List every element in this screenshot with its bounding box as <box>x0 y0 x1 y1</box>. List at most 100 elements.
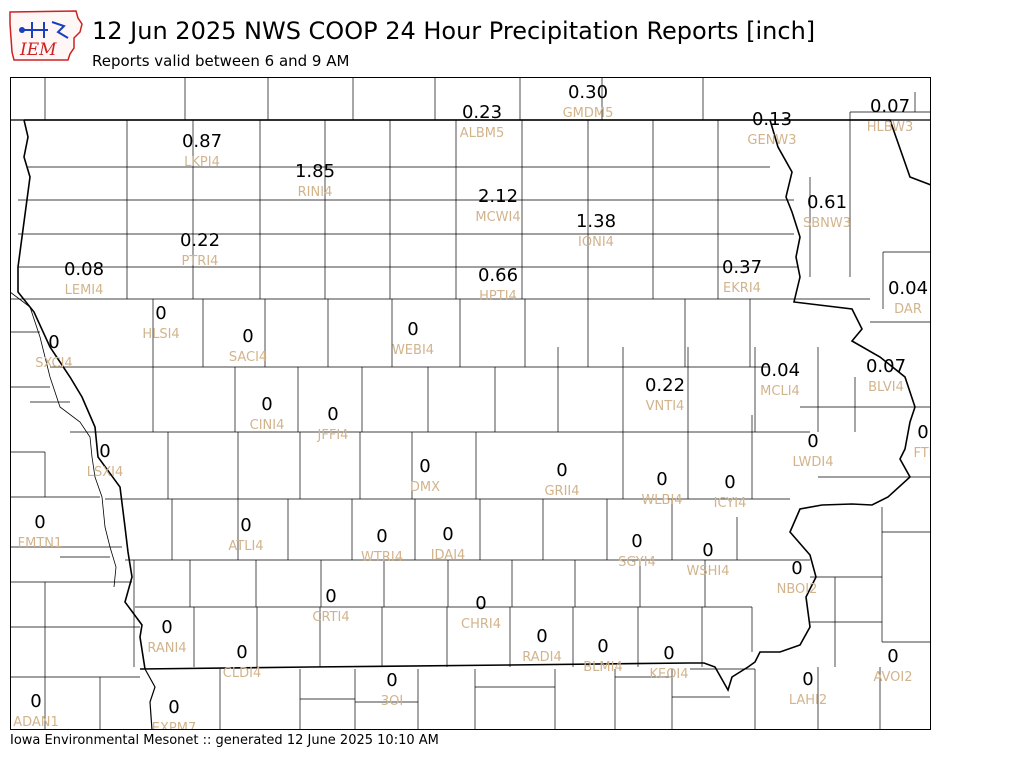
station-marker: 0 ICYI4 <box>714 472 747 511</box>
station-marker: 0.13 GENW3 <box>747 109 796 148</box>
station-id: JFFI4 <box>317 428 349 443</box>
station-value: 0 <box>327 404 338 425</box>
station-id: LEMI4 <box>65 283 104 298</box>
station-id: WTRI4 <box>361 550 403 565</box>
station-id: GRII4 <box>544 484 579 499</box>
station-id: LSXI4 <box>87 465 124 480</box>
station-value: 0 <box>99 441 110 462</box>
station-id: RANI4 <box>147 641 186 656</box>
station-value: 0 <box>656 469 667 490</box>
station-value: 0 <box>261 394 272 415</box>
station-id: GMDM5 <box>563 106 614 121</box>
station-value: 0.13 <box>752 109 792 130</box>
station-value: 0 <box>386 670 397 691</box>
station-value: 0 <box>376 526 387 547</box>
nebraska-boundary <box>10 291 117 588</box>
station-id: ICYI4 <box>714 496 747 511</box>
station-marker: 0.07 BLVI4 <box>866 356 906 395</box>
station-marker: 0.22 PTRI4 <box>180 230 220 269</box>
station-value: 1.85 <box>295 161 335 182</box>
station-value: 0.22 <box>645 375 685 396</box>
map-frame <box>10 77 931 730</box>
station-marker: 2.12 MCWI4 <box>475 186 520 225</box>
station-marker: 0 DMX <box>410 456 440 495</box>
station-id: ATLI4 <box>228 539 263 554</box>
station-id: LKPI4 <box>184 155 220 170</box>
footer-credit: Iowa Environmental Mesonet :: generated … <box>10 733 439 748</box>
station-marker: 0 HLSI4 <box>142 303 179 342</box>
station-marker: 0 SXCI4 <box>35 332 72 371</box>
station-marker: 0 SGYI4 <box>618 531 656 570</box>
station-marker: 0 CLDI4 <box>223 642 261 681</box>
station-marker: 0 RADI4 <box>522 626 562 665</box>
station-id: IDAI4 <box>431 548 466 563</box>
station-marker: 0 WLBI4 <box>641 469 682 508</box>
station-value: 0 <box>807 431 818 452</box>
station-value: 0 <box>325 586 336 607</box>
station-marker: 0 JFFI4 <box>317 404 349 443</box>
station-value: 0 <box>917 422 928 443</box>
station-marker: 0.08 LEMI4 <box>64 259 104 298</box>
station-marker: 1.38 IONI4 <box>576 211 616 250</box>
station-id: 3OI <box>381 694 403 709</box>
station-marker: 0 ADAN1 <box>13 691 59 730</box>
station-marker: 0 CRTI4 <box>312 586 349 625</box>
station-value: 0.66 <box>478 265 518 286</box>
station-id: DAR <box>894 302 922 317</box>
station-id: LAHI2 <box>789 693 827 708</box>
station-value: 0.37 <box>722 257 762 278</box>
county-lines <box>10 77 931 730</box>
station-marker: 0 CINI4 <box>250 394 285 433</box>
station-value: 0 <box>663 643 674 664</box>
station-value: 0 <box>724 472 735 493</box>
station-value: 0.08 <box>64 259 104 280</box>
station-value: 0.61 <box>807 192 847 213</box>
station-value: 0 <box>702 540 713 561</box>
station-layer: 0.30 GMDM5 0.23 ALBM5 0.13 GENW3 0.07 HLBW3 0.87… <box>13 82 931 730</box>
station-id: WLBI4 <box>641 493 682 508</box>
station-marker: 0 KEOI4 <box>649 643 688 682</box>
station-value: 0.07 <box>870 96 910 117</box>
station-marker: 0 IDAI4 <box>431 524 466 563</box>
station-marker: 0.22 VNTI4 <box>645 375 685 414</box>
station-id: WEBI4 <box>392 343 434 358</box>
station-id: GENW3 <box>747 133 796 148</box>
station-value: 0 <box>407 319 418 340</box>
station-value: 0 <box>887 646 898 667</box>
station-id: SXCI4 <box>35 356 72 371</box>
station-marker: 0 WTRI4 <box>361 526 403 565</box>
station-value: 0 <box>475 593 486 614</box>
station-marker: 0.23 ALBM5 <box>460 102 505 141</box>
station-value: 0.87 <box>182 131 222 152</box>
station-value: 0 <box>155 303 166 324</box>
station-marker: 0.04 MCLI4 <box>760 360 800 399</box>
station-id: KEOI4 <box>649 667 688 682</box>
station-id: PTRI4 <box>182 254 219 269</box>
logo-weather-icon <box>22 21 69 39</box>
station-value: 0 <box>242 326 253 347</box>
station-id: MCLI4 <box>760 384 800 399</box>
station-value: 0.23 <box>462 102 502 123</box>
station-id: EXPM7 <box>152 721 196 730</box>
map-geometry <box>10 77 931 730</box>
station-marker: 0 WSHI4 <box>687 540 730 579</box>
page-title: 12 Jun 2025 NWS COOP 24 Hour Precipitati… <box>92 17 816 45</box>
station-value: 0 <box>48 332 59 353</box>
station-id: ADAN1 <box>13 715 59 730</box>
station-value: 0.22 <box>180 230 220 251</box>
station-id: HLBW3 <box>867 120 914 135</box>
station-value: 0.30 <box>568 82 608 103</box>
station-marker: 0 SACI4 <box>229 326 267 365</box>
station-id: BLMI4 <box>583 660 622 675</box>
page-subtitle: Reports valid between 6 and 9 AM <box>92 52 350 70</box>
station-id: CLDI4 <box>223 666 261 681</box>
station-marker: 0 FTI <box>913 422 931 461</box>
map-canvas: 0.30 GMDM5 0.23 ALBM5 0.13 GENW3 0.07 HLBW3 0.87… <box>10 77 931 730</box>
state-boundary-west <box>17 119 146 670</box>
station-marker: 0 NBOI2 <box>777 558 818 597</box>
state-boundary-east <box>690 119 916 693</box>
precipitation-map: 0.30 GMDM5 0.23 ALBM5 0.13 GENW3 0.07 HLBW3 0.87… <box>10 77 931 730</box>
station-value: 0.04 <box>760 360 800 381</box>
station-id: FMTN1 <box>18 536 63 551</box>
station-id: RINI4 <box>298 185 333 200</box>
